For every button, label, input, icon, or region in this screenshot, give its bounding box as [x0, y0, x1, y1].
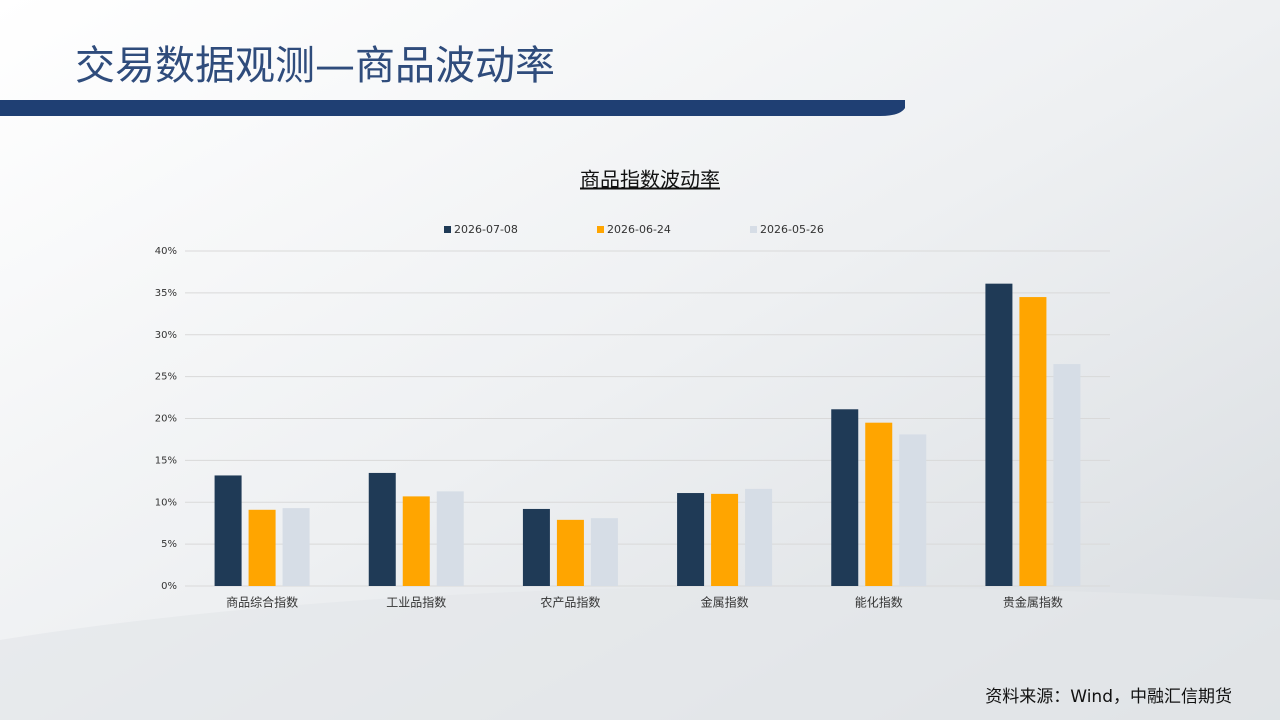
- legend-label: 2026-05-26: [760, 223, 824, 236]
- bar: [436, 491, 464, 586]
- decoration: [0, 586, 1280, 720]
- bar: [677, 493, 705, 586]
- y-tick-label: 30%: [155, 330, 177, 341]
- legend-swatch: [750, 226, 757, 233]
- bar: [402, 496, 430, 586]
- bar: [248, 509, 276, 586]
- bar: [899, 434, 927, 586]
- legend-label: 2026-06-24: [607, 223, 671, 236]
- x-tick-label: 贵金属指数: [1003, 595, 1063, 610]
- bar: [711, 493, 739, 586]
- x-tick-label: 商品综合指数: [226, 595, 298, 610]
- y-tick-label: 40%: [155, 246, 177, 257]
- y-tick-label: 5%: [161, 539, 177, 550]
- source-note: 资料来源：Wind，中融汇信期货: [985, 687, 1232, 707]
- page-title: 交易数据观测—商品波动率: [75, 43, 555, 89]
- bar: [556, 519, 584, 586]
- bar: [214, 475, 242, 586]
- bar: [522, 508, 550, 586]
- bar: [865, 422, 893, 586]
- bar: [745, 488, 773, 586]
- legend-label: 2026-07-08: [454, 223, 518, 236]
- bar: [590, 518, 618, 586]
- bar: [1053, 364, 1081, 586]
- x-tick-label: 工业品指数: [386, 595, 446, 610]
- bar: [985, 283, 1013, 586]
- y-tick-label: 25%: [155, 372, 177, 383]
- x-tick-label: 农产品指数: [540, 595, 600, 610]
- bar: [1019, 297, 1047, 586]
- y-tick-label: 35%: [155, 288, 177, 299]
- bar: [368, 472, 396, 586]
- y-tick-label: 0%: [161, 581, 177, 592]
- legend-swatch: [597, 226, 604, 233]
- y-tick-label: 20%: [155, 414, 177, 425]
- y-tick-label: 15%: [155, 455, 177, 466]
- legend-swatch: [444, 226, 451, 233]
- bar: [282, 508, 310, 586]
- bar: [831, 409, 859, 586]
- header-band: [0, 100, 905, 116]
- x-tick-label: 金属指数: [701, 595, 749, 610]
- y-tick-label: 10%: [155, 497, 177, 508]
- x-tick-label: 能化指数: [855, 595, 903, 610]
- chart-title: 商品指数波动率: [580, 168, 720, 192]
